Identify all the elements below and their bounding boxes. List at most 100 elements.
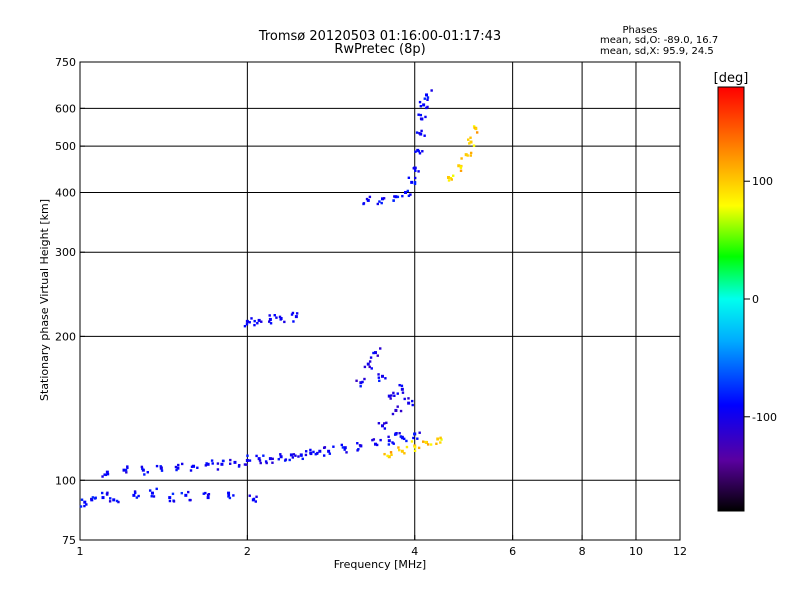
data-point-echo xyxy=(189,469,193,472)
data-point xyxy=(268,457,272,461)
data-point-echo xyxy=(365,197,369,201)
data-point-echo xyxy=(283,320,286,324)
data-point-echo xyxy=(417,113,420,116)
y-tick-label-200: 200 xyxy=(55,330,76,343)
data-point-echo xyxy=(246,454,249,457)
data-point-echo xyxy=(380,201,383,205)
data-point xyxy=(464,153,468,157)
data-point xyxy=(366,198,370,202)
data-point-echo xyxy=(265,461,268,465)
data-point-echo xyxy=(105,493,109,496)
data-point-echo xyxy=(294,454,297,457)
data-point-echo xyxy=(469,154,472,157)
data-point-echo xyxy=(126,465,129,468)
x-axis: 1 2 4 6 8 10 12 xyxy=(77,535,687,558)
data-point-echo xyxy=(387,435,390,439)
data-point-echo xyxy=(413,449,417,453)
data-point-echo xyxy=(413,181,417,184)
colorbar-ticks: 100 0 -100 xyxy=(744,175,777,424)
data-point-echo xyxy=(160,469,164,472)
data-point-echo xyxy=(376,354,379,357)
data-point xyxy=(294,315,298,319)
data-point-echo xyxy=(216,468,220,471)
data-point xyxy=(366,362,370,366)
data-point-echo xyxy=(439,441,442,444)
data-point-echo xyxy=(322,454,326,457)
data-point-echo xyxy=(413,432,416,436)
data-point-echo xyxy=(466,154,469,157)
data-point-echo xyxy=(426,96,430,99)
data-point-echo xyxy=(206,493,210,497)
data-point xyxy=(394,195,398,199)
data-point-echo xyxy=(202,492,205,495)
data-point-echo xyxy=(418,100,422,104)
data-point-echo xyxy=(405,445,409,449)
data-point-echo xyxy=(108,500,112,503)
data-point-echo xyxy=(174,465,178,469)
data-point xyxy=(150,491,154,495)
grid-layer xyxy=(80,62,680,540)
data-point xyxy=(105,470,109,474)
data-point-echo xyxy=(377,422,381,425)
data-point-echo xyxy=(414,166,417,170)
y-tick-label-100: 100 xyxy=(55,474,76,487)
data-point-echo xyxy=(474,127,478,131)
data-point-echo xyxy=(397,446,400,449)
data-point-echo xyxy=(429,443,433,446)
data-point-echo xyxy=(424,115,427,119)
data-point-echo xyxy=(396,405,399,408)
data-point-echo xyxy=(449,176,453,180)
data-point-echo xyxy=(340,443,344,447)
colorbar-label: [deg] xyxy=(714,71,749,86)
data-point-echo xyxy=(356,442,359,445)
data-point xyxy=(380,424,384,428)
y-tick-label-600: 600 xyxy=(55,102,76,115)
data-point-echo xyxy=(403,452,406,455)
colorbar-tick-label-100: 100 xyxy=(752,175,773,188)
data-point-echo xyxy=(152,495,156,498)
data-point-echo xyxy=(372,438,376,441)
data-point-echo xyxy=(359,385,362,388)
data-point xyxy=(425,93,429,97)
data-point-echo xyxy=(383,422,386,425)
data-point-echo xyxy=(426,105,429,109)
data-point xyxy=(245,319,249,323)
data-point-echo xyxy=(210,459,214,462)
data-point-echo xyxy=(368,365,371,369)
data-point xyxy=(446,175,450,179)
data-point-echo xyxy=(292,453,296,456)
data-point-echo xyxy=(227,494,231,497)
data-point xyxy=(373,351,377,355)
data-point-echo xyxy=(255,454,258,458)
data-point-echo xyxy=(440,438,443,441)
data-point-echo xyxy=(394,409,398,412)
data-point-echo xyxy=(414,150,417,153)
data-point-echo xyxy=(419,113,423,117)
data-point-echo xyxy=(177,463,180,467)
data-point-echo xyxy=(245,323,249,326)
data-point xyxy=(132,493,136,497)
data-point-echo xyxy=(426,443,430,446)
data-point-echo xyxy=(384,377,387,380)
data-point-echo xyxy=(401,436,404,440)
data-point-echo xyxy=(188,498,191,502)
data-point-echo xyxy=(260,320,263,323)
data-point-echo xyxy=(204,491,207,495)
data-point-echo xyxy=(278,315,282,319)
data-point-echo xyxy=(205,462,208,465)
data-point xyxy=(318,449,322,453)
data-point-echo xyxy=(155,487,158,491)
data-point-echo xyxy=(288,458,291,462)
data-point xyxy=(206,496,210,500)
data-point-echo xyxy=(435,442,438,446)
data-point-echo xyxy=(171,492,175,496)
data-point-echo xyxy=(291,456,295,459)
data-point-echo xyxy=(248,321,251,324)
data-point-echo xyxy=(300,454,303,457)
data-point-echo xyxy=(104,473,108,477)
data-point-echo xyxy=(407,194,411,198)
data-point-echo xyxy=(472,125,476,128)
colorbar-tick-label--100: -100 xyxy=(752,411,777,424)
data-point-echo xyxy=(473,126,476,130)
